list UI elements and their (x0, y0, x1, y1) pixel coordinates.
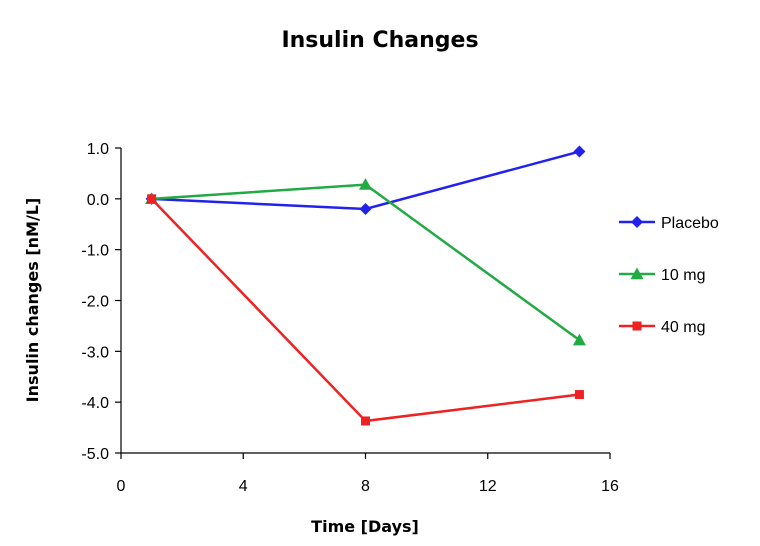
data-point-40-mg (574, 390, 584, 400)
x-axis-ticks: 0 4 8 12 16 (117, 453, 619, 495)
data-point-40-mg (361, 416, 370, 426)
y-tick-label: 0.0 (87, 192, 109, 209)
x-tick-label: 0 (117, 478, 126, 495)
series-layer (145, 145, 586, 426)
y-tick-label: -4.0 (81, 395, 109, 412)
y-tick-label: -2.0 (81, 294, 109, 311)
legend-label: Placebo (661, 215, 719, 232)
x-tick-label: 16 (601, 478, 619, 495)
series-40-mg (147, 194, 584, 426)
legend-swatch-marker (630, 267, 644, 280)
legend-swatch-marker (632, 321, 642, 331)
y-tick-label: -5.0 (81, 446, 109, 463)
legend-item-placebo: Placebo (619, 215, 719, 232)
data-point-placebo (573, 145, 586, 158)
data-point-40-mg (147, 194, 157, 204)
y-axis-title: Insulin changes [nM/L] (23, 198, 42, 403)
data-point-placebo (359, 203, 372, 215)
x-tick-label: 8 (361, 478, 370, 495)
data-point-10-mg (359, 178, 372, 190)
legend-label: 40 mg (661, 319, 705, 336)
y-axis-ticks: 1.0 0.0 -1.0 -2.0 -3.0 -4.0 -5.0 (81, 141, 121, 463)
x-tick-label: 4 (239, 478, 248, 495)
series-line-40-mg (150, 197, 580, 423)
legend-item-10-mg: 10 mg (619, 267, 705, 284)
legend-item-40-mg: 40 mg (619, 319, 705, 336)
legend-swatch-marker (631, 216, 643, 228)
y-tick-label: -1.0 (81, 243, 109, 260)
axes (120, 148, 610, 454)
y-tick-label: -3.0 (81, 344, 109, 361)
x-tick-label: 12 (479, 478, 497, 495)
legend: Placebo 10 mg 40 mg (619, 215, 719, 336)
chart-title: Insulin Changes (281, 28, 478, 53)
legend-label: 10 mg (661, 267, 705, 284)
x-axis-title: Time [Days] (311, 517, 419, 536)
y-tick-label: 1.0 (87, 141, 109, 158)
data-point-10-mg (572, 333, 586, 346)
